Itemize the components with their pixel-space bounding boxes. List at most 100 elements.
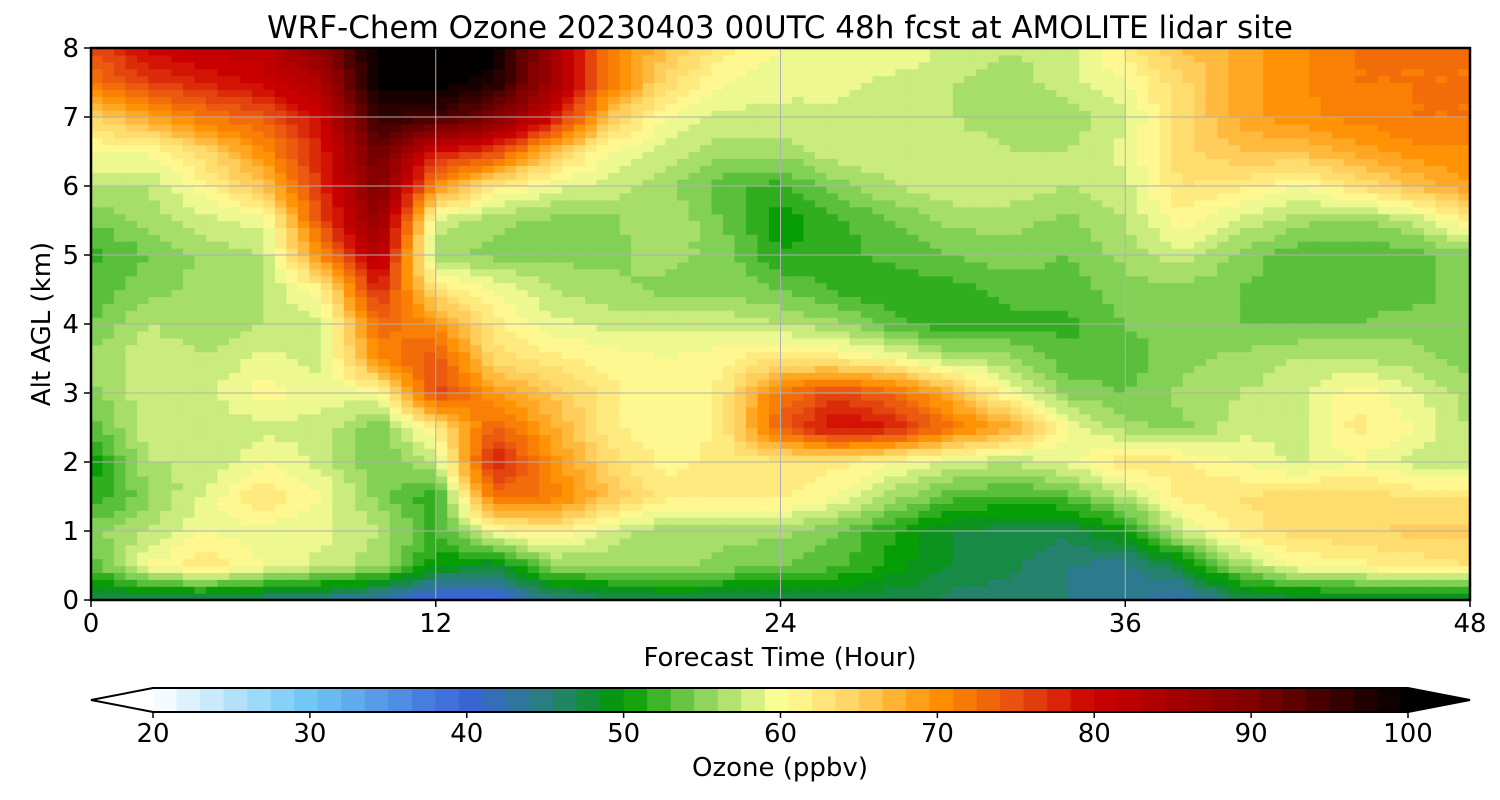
- heatmap-cell: [895, 455, 908, 463]
- heatmap-cell: [136, 330, 150, 339]
- heatmap-cell: [562, 413, 575, 422]
- heatmap-cell: [171, 572, 184, 580]
- heatmap-cell: [941, 565, 954, 573]
- heatmap-cell: [585, 324, 598, 332]
- heatmap-cell: [113, 551, 127, 560]
- heatmap-cell: [274, 406, 287, 415]
- heatmap-cell: [619, 475, 632, 484]
- heatmap-cell: [1320, 475, 1333, 484]
- heatmap-cell: [814, 565, 828, 573]
- heatmap-cell: [803, 330, 816, 339]
- heatmap-cell: [309, 393, 322, 401]
- heatmap-cell: [1113, 434, 1126, 442]
- heatmap-cell: [309, 489, 322, 498]
- heatmap-cell: [723, 455, 736, 463]
- heatmap-cell: [1182, 337, 1195, 346]
- heatmap-cell: [401, 344, 414, 353]
- heatmap-cell: [148, 489, 161, 498]
- heatmap-cell: [263, 503, 276, 511]
- heatmap-cell: [1424, 586, 1437, 594]
- heatmap-cell: [631, 344, 644, 353]
- heatmap-cell: [539, 330, 552, 339]
- heatmap-cell: [194, 510, 207, 518]
- heatmap-cell: [642, 593, 655, 601]
- heatmap-cell: [309, 503, 322, 511]
- heatmap-cell: [378, 386, 391, 394]
- heatmap-cell: [297, 310, 310, 318]
- heatmap-cell: [309, 303, 322, 311]
- heatmap-cell: [309, 379, 322, 387]
- heatmap-cell: [1056, 379, 1069, 387]
- heatmap-cell: [251, 531, 264, 539]
- heatmap-cell: [1148, 351, 1161, 360]
- heatmap-cell: [1309, 434, 1322, 442]
- heatmap-cell: [952, 531, 965, 539]
- heatmap-cell: [573, 337, 586, 346]
- heatmap-cell: [1217, 475, 1230, 484]
- heatmap-cell: [274, 393, 287, 401]
- heatmap-cell: [906, 468, 919, 477]
- heatmap-cell: [780, 517, 793, 525]
- heatmap-cell: [1447, 413, 1460, 422]
- heatmap-cell: [596, 365, 609, 373]
- heatmap-cell: [987, 482, 1000, 491]
- heatmap-cell: [1251, 524, 1264, 532]
- heatmap-cell: [1125, 517, 1138, 525]
- heatmap-cell: [1102, 386, 1115, 394]
- heatmap-cell: [1217, 441, 1230, 449]
- heatmap-cell: [550, 441, 563, 449]
- heatmap-cell: [1171, 565, 1184, 573]
- heatmap-cell: [677, 544, 690, 553]
- heatmap-cell: [320, 296, 333, 304]
- heatmap-cell: [918, 558, 931, 567]
- heatmap-cell: [1309, 489, 1322, 498]
- heatmap-cell: [711, 434, 724, 442]
- heatmap-cell: [1286, 427, 1299, 435]
- heatmap-cell: [1424, 496, 1437, 504]
- heatmap-cell: [182, 379, 196, 387]
- heatmap-cell: [998, 503, 1011, 511]
- heatmap-cell: [1067, 365, 1080, 373]
- heatmap-cell: [1021, 358, 1034, 366]
- heatmap-cell: [113, 510, 127, 518]
- heatmap-cell: [274, 579, 287, 587]
- heatmap-cell: [171, 586, 184, 594]
- heatmap-cell: [1102, 489, 1115, 498]
- heatmap-cell: [1297, 503, 1310, 511]
- heatmap-cell: [608, 524, 621, 532]
- heatmap-cell: [987, 427, 1000, 435]
- heatmap-cell: [1090, 379, 1103, 387]
- heatmap-cell: [320, 489, 333, 498]
- heatmap-cell: [194, 379, 207, 387]
- heatmap-cell: [608, 337, 621, 346]
- heatmap-cell: [573, 386, 586, 394]
- heatmap-cell: [573, 406, 586, 415]
- heatmap-cell: [136, 365, 150, 373]
- heatmap-cell: [688, 565, 701, 573]
- heatmap-cell: [1320, 379, 1333, 387]
- heatmap-cell: [205, 531, 219, 539]
- heatmap-cell: [654, 586, 667, 594]
- heatmap-cell: [780, 399, 793, 408]
- heatmap-cell: [366, 496, 379, 504]
- heatmap-cell: [723, 489, 736, 498]
- heatmap-cell: [906, 462, 919, 470]
- heatmap-cell: [1010, 544, 1023, 553]
- heatmap-cell: [1343, 330, 1356, 339]
- heatmap-cell: [1228, 420, 1241, 429]
- heatmap-cell: [952, 572, 965, 580]
- heatmap-cell: [665, 330, 678, 339]
- heatmap-cell: [826, 475, 839, 484]
- heatmap-cell: [1102, 427, 1115, 435]
- heatmap-cell: [1458, 468, 1471, 477]
- heatmap-cell: [424, 558, 437, 567]
- heatmap-cell: [1366, 593, 1379, 601]
- heatmap-cell: [1435, 386, 1448, 394]
- heatmap-cell: [125, 289, 138, 297]
- heatmap-cell: [769, 537, 782, 546]
- heatmap-cell: [435, 393, 448, 401]
- heatmap-cell: [1182, 482, 1195, 491]
- heatmap-cell: [1182, 441, 1195, 449]
- heatmap-cell: [412, 579, 425, 587]
- heatmap-cell: [320, 544, 333, 553]
